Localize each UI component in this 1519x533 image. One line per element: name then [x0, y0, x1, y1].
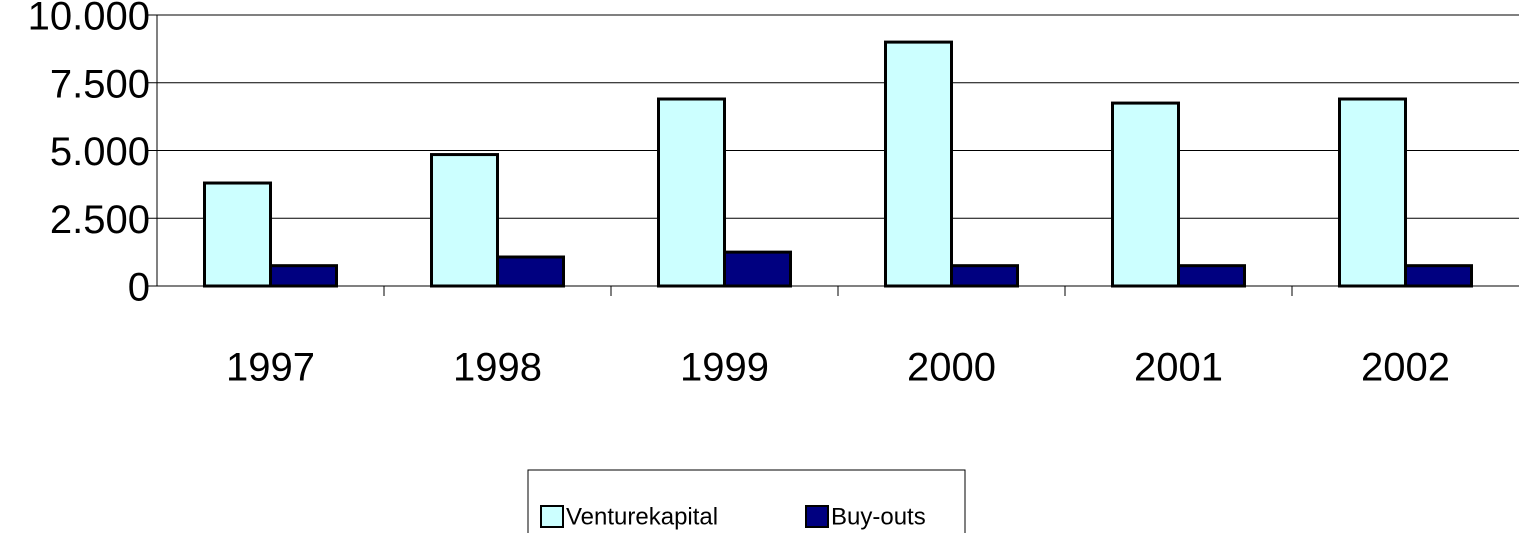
bar — [1338, 97, 1407, 288]
bar — [1404, 264, 1473, 288]
bar — [430, 153, 499, 288]
legend-swatch — [540, 505, 564, 528]
y-tick-label: 2.500 — [50, 198, 150, 242]
bar — [269, 264, 338, 288]
legend-label: Venturekapital — [566, 503, 718, 530]
x-tick-label: 1999 — [680, 346, 769, 390]
legend-label: Buy-outs — [831, 503, 926, 530]
x-tick-label: 1997 — [226, 346, 315, 390]
legend-box — [527, 469, 966, 533]
x-tick-label: 1998 — [453, 346, 542, 390]
bar — [950, 264, 1019, 288]
bar — [884, 40, 953, 288]
x-tick-label: 2002 — [1361, 346, 1450, 390]
legend-swatch — [805, 505, 829, 528]
bar — [657, 97, 726, 288]
x-tick-label: 2000 — [907, 346, 996, 390]
bar — [496, 255, 565, 288]
bar — [1111, 101, 1180, 288]
bar — [1177, 264, 1246, 288]
bar — [723, 250, 792, 288]
y-tick-label: 7.500 — [50, 62, 150, 106]
bar — [203, 181, 272, 288]
y-tick-label: 0 — [128, 266, 150, 310]
y-tick-label: 10.000 — [28, 0, 150, 39]
y-tick-label: 5.000 — [50, 130, 150, 174]
x-tick-label: 2001 — [1134, 346, 1223, 390]
